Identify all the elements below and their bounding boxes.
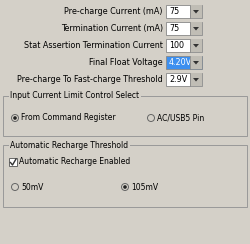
Bar (9, 158, 17, 166)
Circle shape (123, 185, 127, 189)
Text: 50mV: 50mV (21, 183, 44, 192)
Bar (190, 22, 202, 35)
Bar (3, 96, 247, 136)
Bar (190, 73, 202, 86)
Bar (166, 5, 202, 18)
Text: 105mV: 105mV (131, 183, 158, 192)
Polygon shape (193, 27, 199, 30)
Text: Automatic Recharge Enabled: Automatic Recharge Enabled (19, 157, 130, 166)
Bar (166, 39, 202, 52)
Bar (166, 56, 202, 69)
Text: 100: 100 (169, 41, 184, 50)
Bar (3, 145, 247, 207)
Text: Termination Current (mA): Termination Current (mA) (61, 24, 163, 33)
Circle shape (13, 116, 17, 120)
Text: Input Current Limit Control Select: Input Current Limit Control Select (10, 92, 139, 101)
Polygon shape (193, 61, 199, 64)
Text: AC/USB5 Pin: AC/USB5 Pin (157, 113, 204, 122)
Bar (190, 39, 202, 52)
Text: Final Float Voltage: Final Float Voltage (90, 58, 163, 67)
Bar (166, 73, 202, 86)
Text: Stat Assertion Termination Current: Stat Assertion Termination Current (24, 41, 163, 50)
Text: 4.20V: 4.20V (169, 58, 192, 67)
Text: Pre-charge To Fast-charge Threshold: Pre-charge To Fast-charge Threshold (17, 75, 163, 84)
Text: 2.9V: 2.9V (169, 75, 187, 84)
Text: 75: 75 (169, 24, 179, 33)
Text: From Command Register: From Command Register (21, 113, 116, 122)
Bar (190, 5, 202, 18)
Text: 75: 75 (169, 7, 179, 16)
Polygon shape (193, 78, 199, 81)
Polygon shape (193, 44, 199, 48)
Bar (190, 56, 202, 69)
Polygon shape (193, 10, 199, 13)
Text: Pre-charge Current (mA): Pre-charge Current (mA) (64, 7, 163, 16)
Bar (166, 22, 202, 35)
Text: Automatic Recharge Threshold: Automatic Recharge Threshold (10, 141, 128, 150)
